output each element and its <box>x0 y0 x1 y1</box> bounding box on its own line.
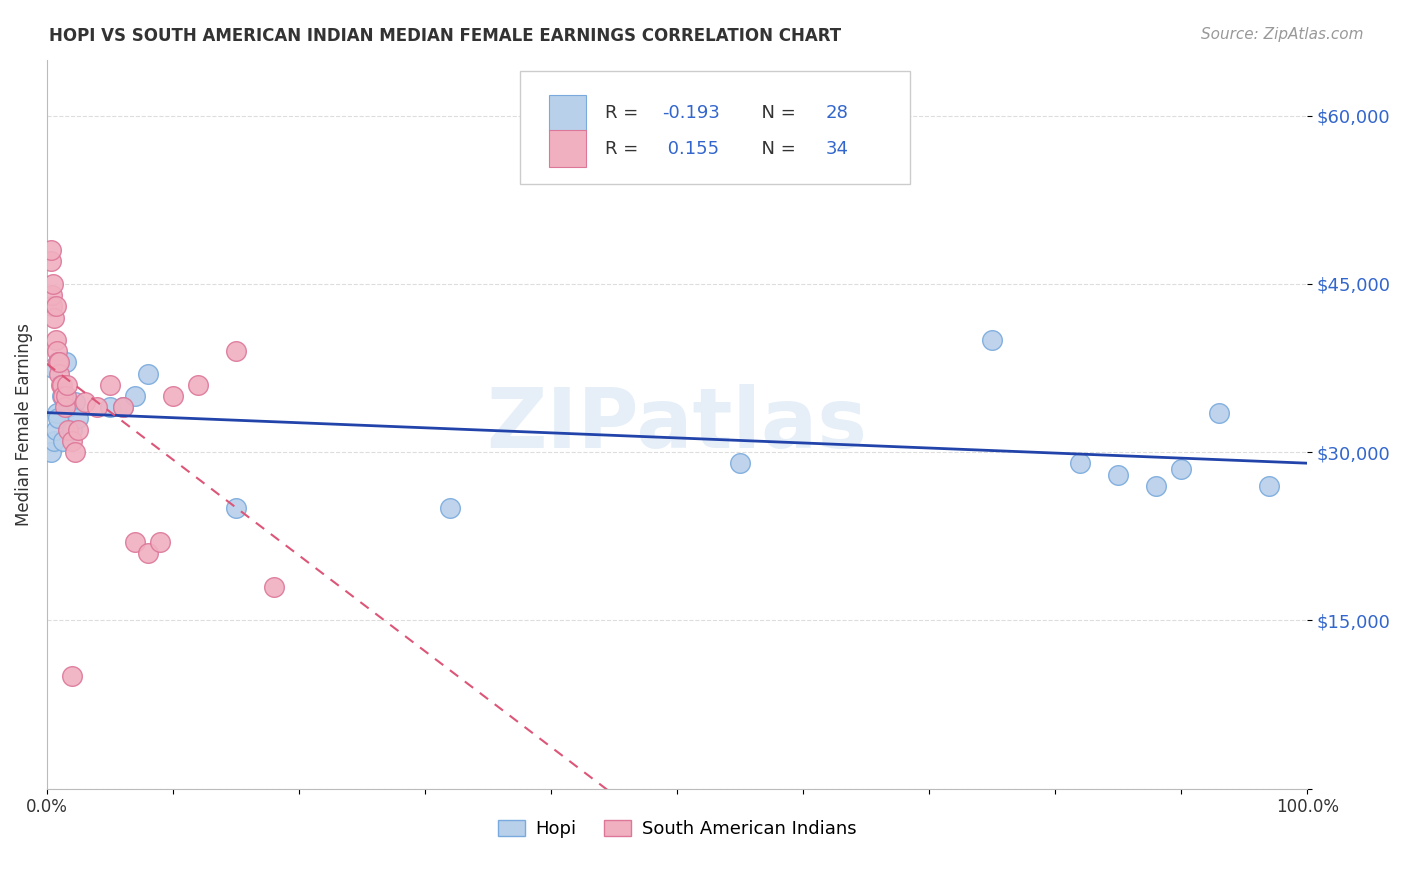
Text: ZIPatlas: ZIPatlas <box>486 384 868 465</box>
Point <box>39 445 62 459</box>
Point <box>48 355 70 369</box>
Text: R =: R = <box>605 139 644 158</box>
Point <box>48 355 70 369</box>
Point <box>41 299 63 313</box>
Point <box>162 389 184 403</box>
Y-axis label: Median Female Earnings: Median Female Earnings <box>15 323 32 525</box>
Point <box>46 406 69 420</box>
Point <box>45 333 67 347</box>
Point <box>55 389 77 403</box>
Point <box>67 411 90 425</box>
Point <box>136 546 159 560</box>
Point <box>98 401 121 415</box>
Point <box>45 299 67 313</box>
Text: Source: ZipAtlas.com: Source: ZipAtlas.com <box>1201 27 1364 42</box>
Point <box>136 367 159 381</box>
Text: -0.193: -0.193 <box>662 103 720 122</box>
Point <box>1208 406 1230 420</box>
Point <box>44 434 66 448</box>
Point <box>42 277 65 291</box>
Point <box>63 394 86 409</box>
Point <box>124 534 146 549</box>
Point <box>73 394 96 409</box>
Point <box>225 344 247 359</box>
Point <box>49 377 72 392</box>
Point <box>225 501 247 516</box>
Point <box>39 244 62 258</box>
Point <box>60 423 83 437</box>
Point <box>42 361 65 376</box>
Point <box>728 456 751 470</box>
Point <box>39 254 62 268</box>
Bar <box>548 130 586 167</box>
Point <box>58 401 80 415</box>
Point <box>44 310 66 325</box>
Text: 28: 28 <box>825 103 849 122</box>
Point <box>58 423 80 437</box>
Point <box>1144 479 1167 493</box>
Point <box>52 434 75 448</box>
Text: N =: N = <box>751 139 801 158</box>
Point <box>52 389 75 403</box>
Text: 0.155: 0.155 <box>662 139 718 158</box>
Point <box>1258 479 1281 493</box>
Point <box>45 423 67 437</box>
Point <box>46 355 69 369</box>
Point <box>124 389 146 403</box>
Point <box>439 501 461 516</box>
Text: HOPI VS SOUTH AMERICAN INDIAN MEDIAN FEMALE EARNINGS CORRELATION CHART: HOPI VS SOUTH AMERICAN INDIAN MEDIAN FEM… <box>49 27 841 45</box>
Point <box>46 344 69 359</box>
Point <box>149 534 172 549</box>
Point <box>41 288 63 302</box>
Point <box>263 580 285 594</box>
Text: 34: 34 <box>825 139 849 158</box>
Point <box>63 445 86 459</box>
Point <box>48 367 70 381</box>
Text: R =: R = <box>605 103 644 122</box>
Point <box>1069 456 1091 470</box>
Point <box>98 377 121 392</box>
Point <box>187 377 209 392</box>
FancyBboxPatch shape <box>520 70 910 184</box>
Point <box>86 401 108 415</box>
Text: N =: N = <box>751 103 801 122</box>
Point <box>1107 467 1129 482</box>
Point <box>46 411 69 425</box>
Point <box>67 423 90 437</box>
Point <box>51 389 73 403</box>
Point <box>60 669 83 683</box>
Point <box>981 333 1004 347</box>
Point <box>111 401 134 415</box>
Point <box>111 401 134 415</box>
Legend: Hopi, South American Indians: Hopi, South American Indians <box>491 813 863 845</box>
Point <box>55 355 77 369</box>
Point <box>53 401 76 415</box>
Point <box>56 377 79 392</box>
Point <box>60 434 83 448</box>
Point <box>1170 462 1192 476</box>
Point <box>51 377 73 392</box>
Bar <box>548 95 586 131</box>
